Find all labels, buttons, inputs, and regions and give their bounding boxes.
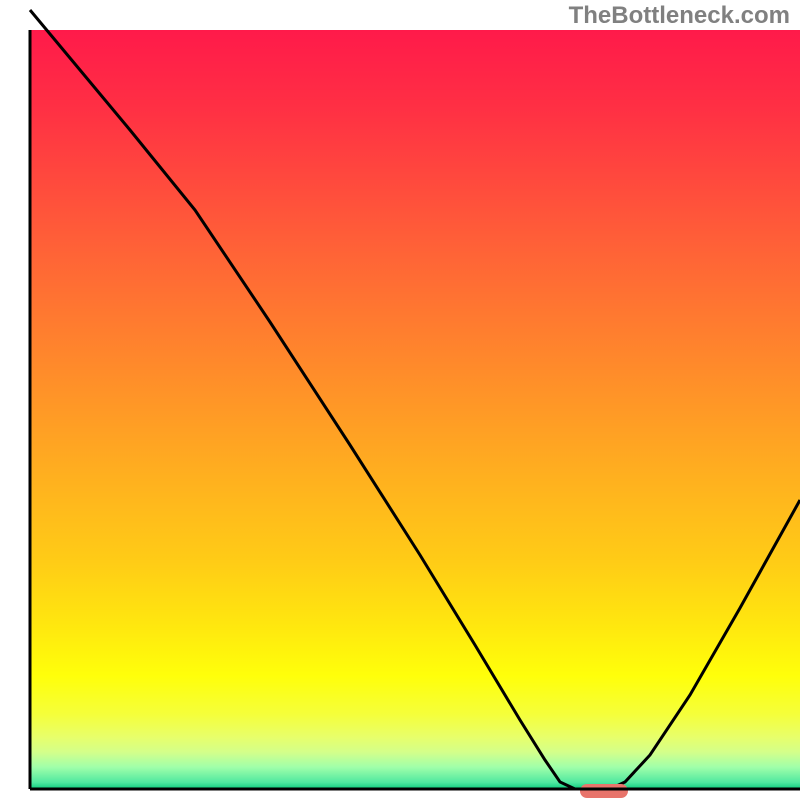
watermark-text: TheBottleneck.com <box>569 2 790 30</box>
optimal-marker <box>580 784 628 798</box>
chart-container: TheBottleneck.com <box>0 0 800 800</box>
bottleneck-chart <box>0 0 800 800</box>
gradient-background <box>30 30 800 790</box>
